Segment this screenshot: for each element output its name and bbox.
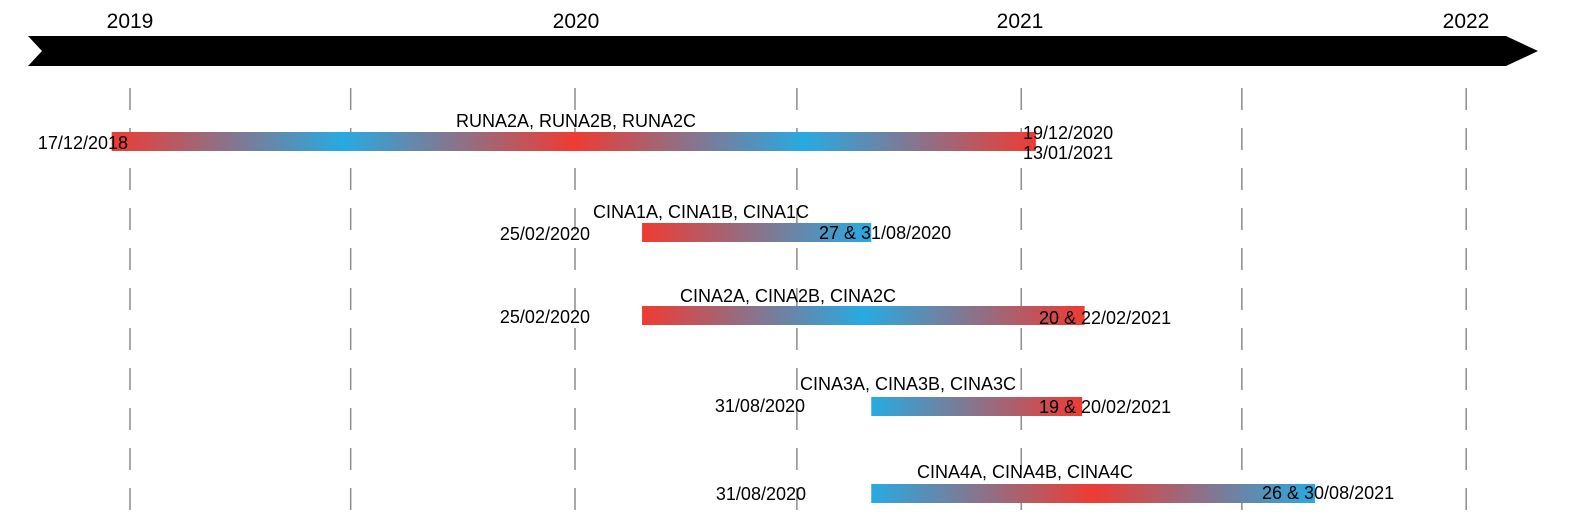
bar-1 [111,132,1036,151]
bar-3-start-date: 25/02/2020 [500,307,590,327]
bar-1-end-date-line-2: 13/01/2021 [1023,143,1113,163]
bar-2-label: CINA1A, CINA1B, CINA1C [593,202,809,222]
bar-4-label: CINA3A, CINA3B, CINA3C [800,374,1016,394]
bar-4-start-date: 31/08/2020 [715,396,805,416]
bar-2-start-date: 25/02/2020 [500,224,590,244]
bar-3-label: CINA2A, CINA2B, CINA2C [680,286,896,306]
year-labels: 2019 2020 2021 2022 [107,10,1490,33]
bar-2 [642,223,872,242]
year-label-2022: 2022 [1443,10,1490,33]
bar-1-label: RUNA2A, RUNA2B, RUNA2C [456,111,696,131]
bar-4 [871,397,1083,416]
bar-3 [642,306,1085,325]
bar-2-end-date: 27 & 31/08/2020 [819,223,951,243]
bar-1-end-date-line-1: 19/12/2020 [1023,123,1113,143]
year-label-2021: 2021 [997,10,1044,33]
bar-5-end-date: 26 & 30/08/2021 [1262,483,1394,503]
bar-3-end-date: 20 & 22/02/2021 [1039,308,1171,328]
bar-5 [871,484,1316,503]
bar-4-end-date: 19 & 20/02/2021 [1039,397,1171,417]
bar-1-start-date: 17/12/2018 [38,133,128,153]
bar-5-label: CINA4A, CINA4B, CINA4C [917,462,1133,482]
bar-5-start-date: 31/08/2020 [716,484,806,504]
year-label-2019: 2019 [107,10,154,33]
year-label-2020: 2020 [553,10,600,33]
bars [111,132,1316,503]
bar-labels: RUNA2A, RUNA2B, RUNA2C 17/12/2018 19/12/… [38,111,1394,504]
timeline-arrow [28,36,1538,66]
